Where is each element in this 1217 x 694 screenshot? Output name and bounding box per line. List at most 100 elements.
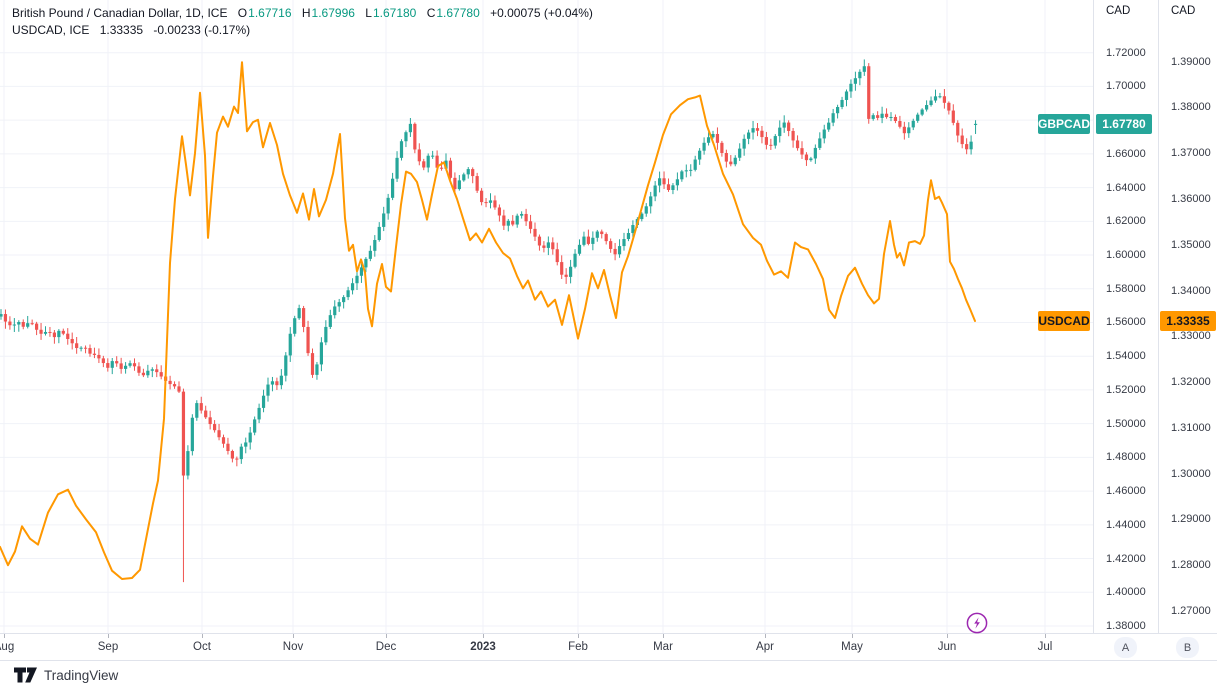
- compare-symbol-title[interactable]: USDCAD, ICE: [12, 23, 90, 37]
- candle-body: [902, 126, 906, 134]
- candle-body: [21, 321, 25, 327]
- candle-body: [747, 132, 751, 139]
- usdcad-line-series[interactable]: [0, 61, 976, 580]
- candle-body: [43, 331, 48, 334]
- candle-body: [302, 308, 306, 327]
- candle-body: [172, 384, 177, 387]
- candle-body: [822, 129, 826, 139]
- candle-body: [213, 424, 217, 431]
- candle-body: [684, 170, 688, 172]
- candle-body: [417, 149, 421, 162]
- open-label: O: [237, 6, 248, 20]
- candle-body: [26, 323, 30, 327]
- candle-body: [867, 66, 871, 119]
- candle-body: [804, 154, 809, 161]
- candle-body: [631, 225, 635, 234]
- candle-body: [17, 321, 21, 325]
- candle-body: [168, 380, 172, 385]
- axis-a-tick-label: 1.50000: [1106, 417, 1146, 430]
- candle-body: [128, 363, 132, 366]
- candle-body: [328, 315, 332, 327]
- axis-a-tick-label: 1.42000: [1106, 552, 1146, 565]
- time-axis-label: Jun: [937, 641, 957, 653]
- candle-body: [813, 147, 817, 159]
- candle-body: [119, 363, 123, 369]
- candle-body: [386, 197, 390, 214]
- candle-body: [644, 206, 648, 214]
- time-axis-label: Oct: [193, 641, 211, 653]
- candle-body: [475, 176, 479, 191]
- change-value: +0.00075 (+0.04%): [490, 6, 593, 20]
- time-axis-label: Nov: [282, 641, 304, 653]
- candle-body: [520, 213, 524, 216]
- axis-b-tick-label: 1.27000: [1171, 605, 1211, 617]
- candle-body: [35, 323, 39, 330]
- candle-body: [702, 142, 706, 151]
- axis-a-tick-label: 1.64000: [1106, 181, 1146, 194]
- tradingview-logo[interactable]: TradingView: [14, 666, 118, 684]
- axis-b-tick-label: 1.36000: [1171, 193, 1211, 206]
- axis-b-tick-label: 1.37000: [1171, 147, 1211, 160]
- time-axis-label: Mar: [653, 641, 673, 653]
- candle-body: [795, 140, 800, 149]
- candle-body: [297, 308, 301, 319]
- candle-body: [359, 267, 364, 276]
- candle-body: [488, 200, 493, 203]
- candle-body: [951, 110, 955, 123]
- candle-body: [457, 180, 461, 190]
- axis-a-currency-label: CAD: [1094, 0, 1158, 22]
- candle-body: [319, 342, 323, 365]
- candle-body: [595, 231, 599, 238]
- candle-body: [150, 369, 154, 371]
- candle-body: [787, 122, 791, 131]
- candle-body: [115, 361, 119, 364]
- candle-body: [546, 242, 550, 248]
- candle-body: [920, 109, 924, 115]
- candle-body: [132, 363, 137, 367]
- candle-body: [480, 190, 484, 203]
- axis-a-tick-label: 1.44000: [1106, 518, 1146, 531]
- candle-body: [569, 266, 573, 277]
- candle-body: [733, 157, 737, 165]
- candle-body: [666, 184, 671, 190]
- candle-body: [871, 115, 875, 119]
- candle-body: [315, 364, 319, 375]
- price-axis-gbpcad[interactable]: CAD 1.740001.720001.700001.680001.660001…: [1093, 0, 1158, 661]
- time-axis[interactable]: Aug Sep Oct Nov Dec 2023 Feb Mar Apr May Jun Jul: [0, 633, 1217, 661]
- time-axis-label: Feb: [568, 641, 588, 653]
- usdcad-price-value-badge: 1.33335: [1160, 311, 1216, 331]
- close-value: 1.67780: [436, 6, 480, 20]
- candle-body: [382, 213, 386, 227]
- flash-icon[interactable]: [966, 612, 988, 634]
- candle-body: [217, 430, 221, 438]
- candle-body: [755, 128, 760, 131]
- scale-a-button[interactable]: A: [1114, 637, 1137, 658]
- open-value: 1.67716: [248, 6, 292, 20]
- axis-a-tick-label: 1.70000: [1106, 80, 1146, 93]
- gbpcad-candles-series[interactable]: [0, 59, 978, 583]
- candle-body: [613, 248, 617, 255]
- candle-body: [760, 130, 764, 138]
- price-chart[interactable]: [0, 0, 1093, 633]
- candle-body: [818, 138, 822, 148]
- candle-body: [929, 100, 933, 106]
- candle-body: [626, 233, 631, 240]
- candle-body: [853, 78, 857, 84]
- candle-body: [942, 96, 946, 103]
- legend-row-usdcad[interactable]: USDCAD, ICE 1.33335 -0.00233 (-0.17%): [12, 22, 593, 39]
- candle-body: [284, 355, 288, 376]
- candle-body: [742, 138, 746, 149]
- candle-body: [533, 228, 537, 237]
- axis-b-tick-label: 1.31000: [1171, 421, 1211, 434]
- time-axis-tick: [765, 634, 766, 638]
- candle-body: [591, 237, 595, 244]
- candle-body: [30, 323, 34, 325]
- candle-body: [137, 366, 141, 373]
- candle-body: [306, 326, 310, 354]
- scale-b-button[interactable]: B: [1176, 637, 1199, 658]
- legend-row-gbpcad[interactable]: British Pound / Canadian Dollar, 1D, ICE…: [12, 5, 593, 22]
- candle-body: [39, 329, 43, 334]
- candle-body: [947, 102, 951, 111]
- candle-body: [199, 403, 203, 411]
- symbol-title[interactable]: British Pound / Canadian Dollar, 1D, ICE: [12, 6, 228, 20]
